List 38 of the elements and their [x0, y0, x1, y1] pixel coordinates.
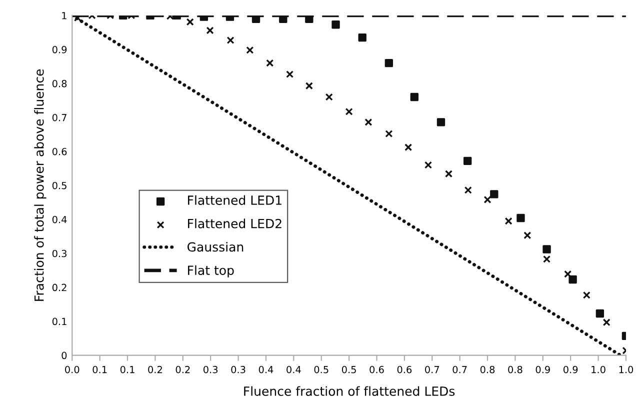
y-axis-title: Fraction of total power above fluence [34, 69, 46, 301]
y-tick-label: 0.8 [52, 80, 67, 88]
y-tick-label: 0.1 [52, 318, 66, 326]
y-tick-label: 0.5 [52, 182, 66, 190]
x-tick-label: 0.9 [536, 366, 550, 374]
x-tick-label: 0.1 [92, 366, 107, 374]
x-tick-label: 0.8 [480, 366, 495, 374]
x-tick-label: 0.4 [258, 366, 274, 374]
x-tick-label: 0.7 [425, 366, 440, 374]
x-tick-label: 0.3 [231, 366, 246, 374]
x-tick-label: 0.3 [204, 366, 218, 374]
y-tick-label: 0.4 [52, 216, 67, 224]
x-axis-title: Fluence fraction of flattened LEDs [244, 386, 455, 396]
x-tick-label: 0.1 [120, 366, 134, 374]
x-tick-label: 0.5 [342, 366, 356, 374]
y-tick-label: 0.9 [52, 46, 67, 54]
y-tick-label: 0.2 [52, 284, 66, 292]
legend-label: Gaussian [188, 242, 244, 252]
x-tick-label: 0.5 [314, 366, 328, 374]
x-tick-label: 1.0 [619, 366, 634, 374]
legend-label: Flattened LED1 [188, 195, 282, 205]
y-tick-label: 1 [62, 12, 66, 20]
x-tick-label: 0.6 [397, 366, 412, 374]
x-tick-label: 0.8 [508, 366, 522, 374]
y-tick-label: 0 [62, 352, 67, 360]
legend-label: Flattened LED2 [188, 218, 282, 228]
x-tick-label: 0.7 [452, 366, 467, 374]
x-tick-label: 0.0 [65, 366, 80, 374]
x-tick-label: 0.2 [176, 366, 190, 374]
x-tick-label: 1.0 [592, 366, 606, 374]
x-tick-label: 0.4 [286, 366, 301, 374]
y-tick-label: 0.3 [52, 250, 66, 258]
x-tick-label: 0.2 [148, 366, 162, 374]
x-tick-label: 0.9 [563, 366, 578, 374]
x-tick-label: 0.6 [370, 366, 384, 374]
y-tick-label: 0.6 [52, 148, 67, 156]
legend-label: Flat top [188, 265, 234, 278]
y-tick-label: 0.7 [52, 114, 66, 122]
